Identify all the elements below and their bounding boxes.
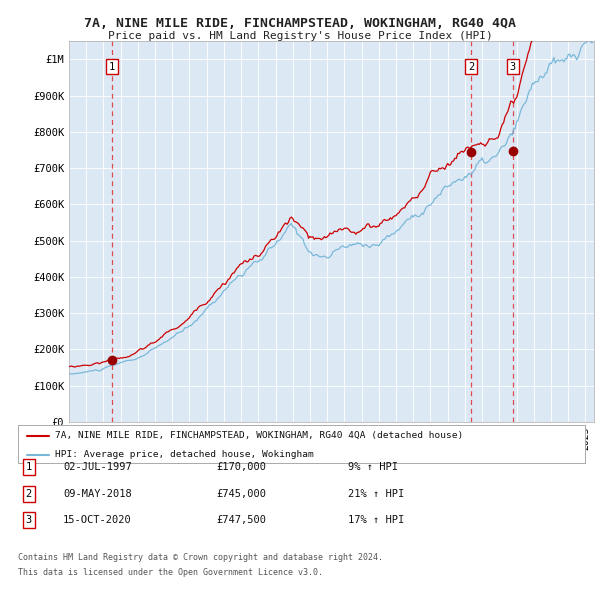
Text: Price paid vs. HM Land Registry's House Price Index (HPI): Price paid vs. HM Land Registry's House … (107, 31, 493, 41)
Text: 09-MAY-2018: 09-MAY-2018 (63, 489, 132, 499)
Text: 2: 2 (26, 489, 32, 499)
Text: Contains HM Land Registry data © Crown copyright and database right 2024.: Contains HM Land Registry data © Crown c… (18, 553, 383, 562)
Text: 1: 1 (26, 463, 32, 472)
Text: 9% ↑ HPI: 9% ↑ HPI (348, 463, 398, 472)
Text: £170,000: £170,000 (216, 463, 266, 472)
Text: 15-OCT-2020: 15-OCT-2020 (63, 516, 132, 525)
Text: 2: 2 (468, 62, 474, 71)
Text: £747,500: £747,500 (216, 516, 266, 525)
Text: This data is licensed under the Open Government Licence v3.0.: This data is licensed under the Open Gov… (18, 568, 323, 577)
Text: £745,000: £745,000 (216, 489, 266, 499)
Text: 3: 3 (510, 62, 516, 71)
Text: 17% ↑ HPI: 17% ↑ HPI (348, 516, 404, 525)
Text: HPI: Average price, detached house, Wokingham: HPI: Average price, detached house, Woki… (55, 450, 314, 459)
Text: 1: 1 (109, 62, 115, 71)
Text: 7A, NINE MILE RIDE, FINCHAMPSTEAD, WOKINGHAM, RG40 4QA (detached house): 7A, NINE MILE RIDE, FINCHAMPSTEAD, WOKIN… (55, 431, 463, 440)
Text: 02-JUL-1997: 02-JUL-1997 (63, 463, 132, 472)
Text: 7A, NINE MILE RIDE, FINCHAMPSTEAD, WOKINGHAM, RG40 4QA: 7A, NINE MILE RIDE, FINCHAMPSTEAD, WOKIN… (84, 17, 516, 30)
Text: 21% ↑ HPI: 21% ↑ HPI (348, 489, 404, 499)
Text: 3: 3 (26, 516, 32, 525)
